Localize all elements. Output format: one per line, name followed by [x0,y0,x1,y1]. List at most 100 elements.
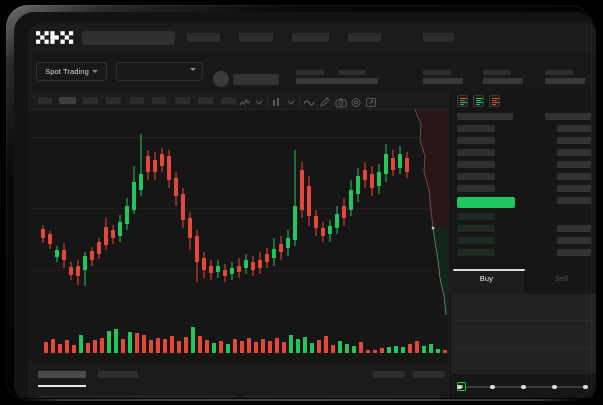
timeframe-label[interactable] [271,95,283,113]
timeframe-button-1[interactable] [38,97,52,104]
candle-body [188,218,192,238]
search-input[interactable] [82,30,175,45]
orderbook-ask-price[interactable] [457,149,495,156]
orderbook-ask-price[interactable] [457,185,495,192]
indicator-label[interactable] [239,95,251,113]
price-candlestick-chart[interactable] [28,110,448,315]
candle [251,110,255,315]
volume-bar [156,338,160,353]
pair-name-label [233,74,279,85]
volume-bar [177,341,181,353]
orderbook-bid-price[interactable] [457,237,495,244]
bottom-action-2[interactable] [413,371,445,378]
volume-bar [331,345,335,353]
stat-group-3 [423,70,463,84]
app-screen: Spot Trading [28,22,596,404]
volume-bar [436,349,440,353]
device-bezel-inner: Spot Trading [14,12,596,404]
bottom-action-1[interactable] [373,371,405,378]
volume-bar [205,340,209,353]
tab-sell[interactable]: Sell [554,274,569,283]
candle [370,110,374,315]
candle [118,110,122,315]
orderbook-ask-price[interactable] [457,173,495,180]
candle-body [286,238,290,248]
gear-icon[interactable] [350,95,362,113]
candle-body [160,154,164,166]
nav-item-3[interactable] [292,33,329,42]
bottom-tab-2[interactable] [98,371,138,378]
orderbook-bid-price[interactable] [457,225,495,232]
fullscreen-icon[interactable] [365,95,377,113]
orderbook-asks-icon[interactable] [489,95,500,107]
orderbook-ask-price[interactable] [457,137,495,144]
timeframe-button-9[interactable] [221,97,235,104]
timeframe-button-7[interactable] [175,97,190,104]
nav-item-2[interactable] [239,33,273,42]
okx-logo-icon[interactable] [36,31,74,44]
timeframe-button-2[interactable] [59,97,76,104]
slider-stop-100[interactable] [583,384,588,389]
bottom-tab-1[interactable] [38,371,86,378]
candle-body [314,216,318,228]
nav-item-5[interactable] [423,33,454,42]
candle [321,110,325,315]
total-field[interactable] [451,348,596,374]
price-field[interactable] [451,294,596,320]
orderbook-ask-price[interactable] [457,125,495,132]
timeframe-button-4[interactable] [106,97,121,104]
amount-field[interactable] [451,321,596,347]
candle-body [104,227,108,245]
candle [153,110,157,315]
orderbook-header-price [457,113,513,120]
orderbook-spread-price[interactable] [457,197,515,208]
orderbook-header-size [545,113,591,120]
timeframe-button-5[interactable] [129,97,144,104]
nav-item-4[interactable] [348,33,381,42]
orderbook-bids-icon[interactable] [473,95,484,107]
orderbook-bid-price[interactable] [457,213,495,220]
volume-bar [149,340,153,353]
slider-stop-25[interactable] [490,384,495,389]
pencil-icon[interactable] [319,95,331,113]
line-chart-icon[interactable] [303,95,315,113]
candle [391,110,395,315]
timeframe-button-8[interactable] [198,97,213,104]
candle [76,110,80,315]
pair-select-dropdown[interactable] [116,62,203,81]
stat-label [483,70,511,75]
tab-buy[interactable]: Buy [479,274,494,283]
orderbook-ask-size [557,137,591,144]
candle [202,110,206,315]
percent-slider[interactable] [457,382,591,392]
camera-icon[interactable] [335,95,347,113]
candle [293,110,297,315]
trading-mode-dropdown[interactable]: Spot Trading [36,62,107,81]
candle [188,110,192,315]
orderbook-ask-price[interactable] [457,161,495,168]
orderbook-both-icon[interactable] [457,95,468,107]
orderbook-bid-price[interactable] [457,249,495,256]
order-book-depth-overlay [411,110,448,315]
stat-value [483,78,523,84]
stat-group-5 [545,70,585,84]
volume-bar [282,342,286,353]
timeframe-button-3[interactable] [83,97,98,104]
timeframe-button-6[interactable] [152,97,167,104]
candle [209,110,213,315]
volume-bar [135,333,139,353]
slider-stop-50[interactable] [521,384,526,389]
order-book[interactable] [449,111,596,269]
candle [349,110,353,315]
stat-group-2 [338,70,378,84]
volume-bar [128,332,132,353]
candle-body [181,194,185,220]
chevron-down-icon[interactable] [255,95,263,113]
orderbook-spread-size [557,197,591,204]
volume-bar [107,331,111,353]
candle-body [300,170,304,210]
chevron-down-icon[interactable] [287,95,295,113]
slider-stop-75[interactable] [457,384,462,389]
nav-item-1[interactable] [187,33,220,42]
slider-stop-75b[interactable] [552,384,557,389]
